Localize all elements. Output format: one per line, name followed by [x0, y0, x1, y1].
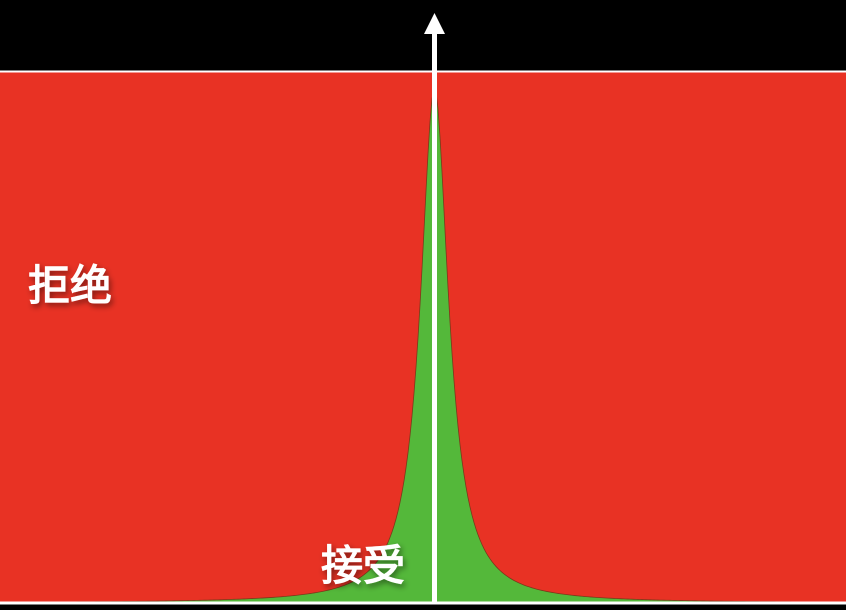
accept-region — [0, 87, 846, 604]
accept-label: 接受 — [321, 541, 405, 590]
reject-label: 拒绝 — [28, 261, 112, 310]
axis-arrow-icon — [424, 13, 445, 34]
top-band — [0, 0, 846, 72]
